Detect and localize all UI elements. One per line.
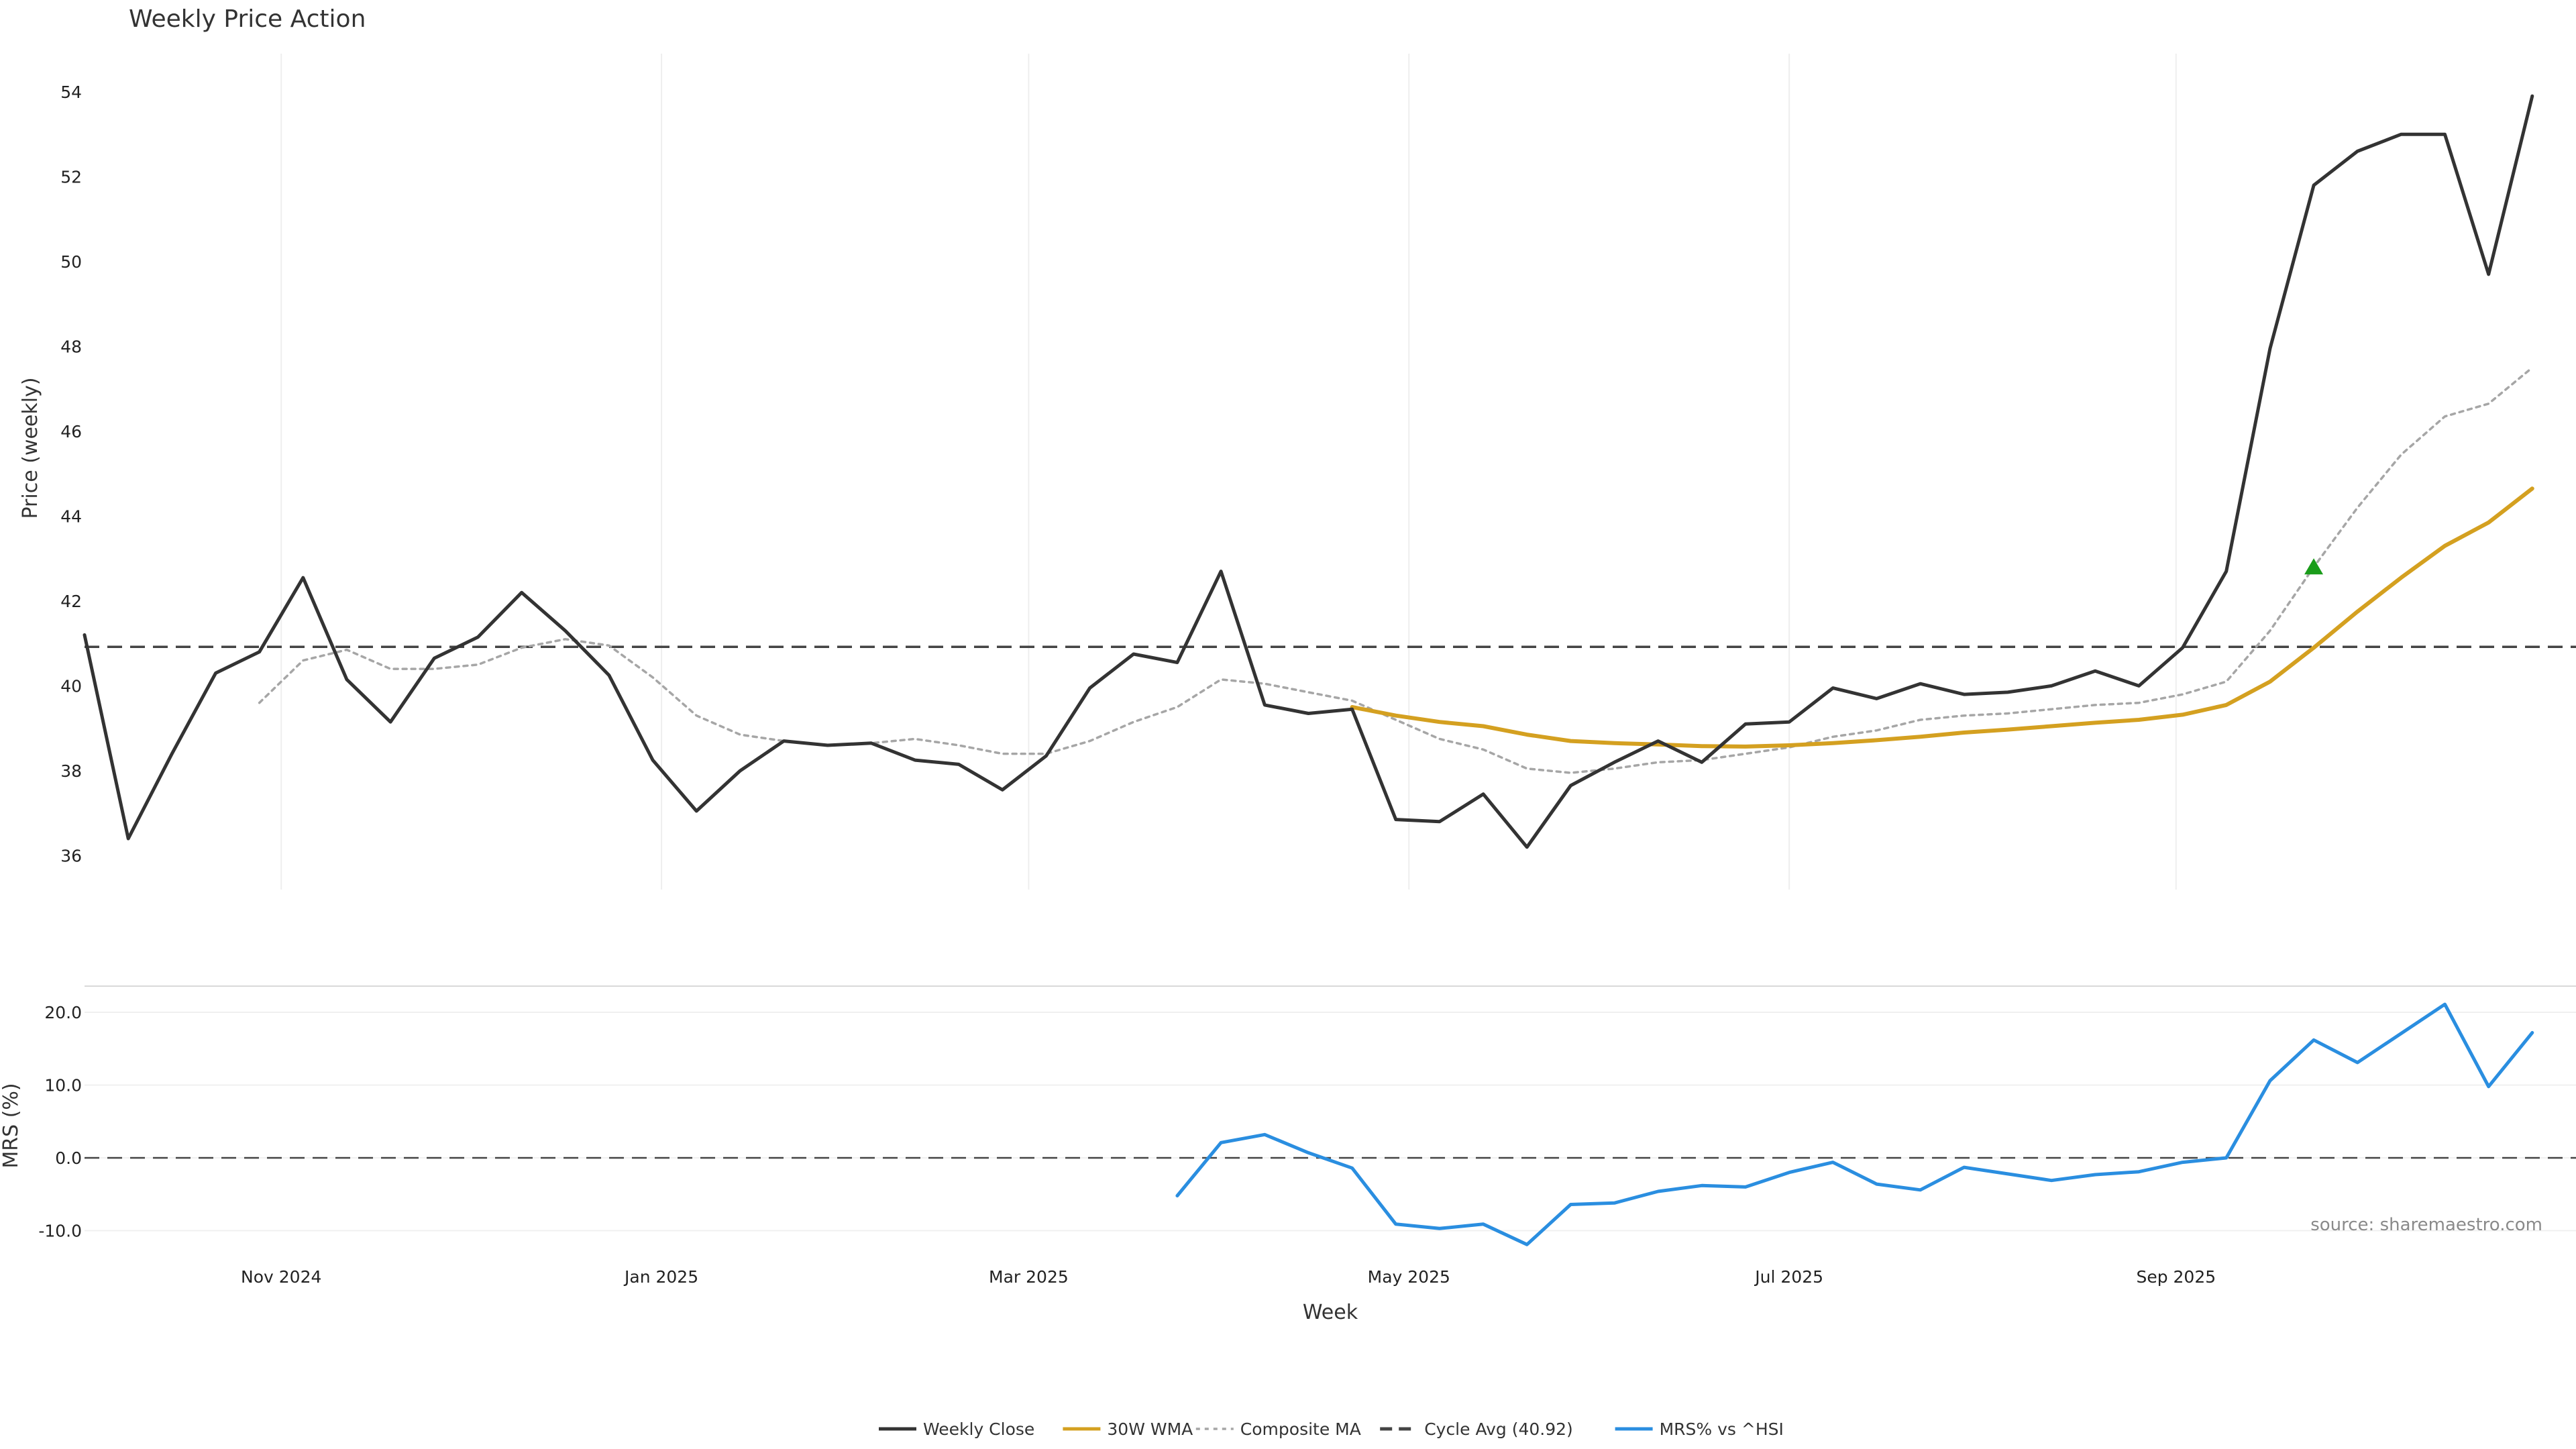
price-y-axis-label: Price (weekly) bbox=[19, 377, 42, 519]
legend-label: MRS% vs ^HSI bbox=[1660, 1419, 1784, 1439]
source-note: source: sharemaestro.com bbox=[2310, 1215, 2542, 1235]
price-y-tick-label: 42 bbox=[60, 592, 82, 611]
legend: Weekly Close 30W WMA Composite MA Cycle Avg… bbox=[879, 1419, 1784, 1439]
legend-label: 30W WMA bbox=[1107, 1419, 1193, 1439]
series-weekly-close-line bbox=[83, 94, 2534, 849]
x-tick-label: Nov 2024 bbox=[241, 1267, 321, 1287]
legend-entry-mrs-vs-hsi: MRS% vs ^HSI bbox=[1615, 1419, 1784, 1439]
chart-title: Weekly Price Action bbox=[129, 5, 366, 33]
series-30w-wma-line bbox=[1350, 486, 2534, 749]
mrs-y-ticks: -10.0 0.0 10.0 20.0 bbox=[38, 1003, 82, 1240]
price-series-group bbox=[83, 94, 2576, 849]
x-tick-label: Mar 2025 bbox=[989, 1267, 1069, 1287]
price-y-tick-label: 46 bbox=[60, 422, 82, 441]
x-tick-label: Jan 2025 bbox=[623, 1267, 698, 1287]
mrs-y-tick-label: 10.0 bbox=[44, 1076, 82, 1095]
mrs-y-axis-label: MRS (%) bbox=[0, 1083, 23, 1168]
price-y-tick-label: 52 bbox=[60, 167, 82, 186]
mrs-y-tick-label: -10.0 bbox=[38, 1222, 82, 1241]
x-axis-label: Week bbox=[1303, 1301, 1358, 1324]
price-y-tick-label: 48 bbox=[60, 337, 82, 356]
mrs-y-tick-label: 20.0 bbox=[44, 1003, 82, 1022]
price-y-tick-label: 40 bbox=[60, 676, 82, 696]
series-mrs-vs-hsi-line bbox=[1175, 1002, 2534, 1246]
x-tick-label: May 2025 bbox=[1368, 1267, 1450, 1287]
x-tick-label: Sep 2025 bbox=[2136, 1267, 2216, 1287]
price-y-tick-label: 44 bbox=[60, 506, 82, 526]
price-y-tick-label: 38 bbox=[60, 761, 82, 781]
price-y-tick-label: 54 bbox=[60, 83, 82, 102]
price-y-tick-label: 36 bbox=[60, 846, 82, 865]
series-composite-ma-line bbox=[258, 366, 2534, 774]
legend-label: Weekly Close bbox=[923, 1419, 1034, 1439]
mrs-y-tick-label: 0.0 bbox=[55, 1148, 82, 1168]
price-y-tick-label: 50 bbox=[60, 252, 82, 272]
legend-entry-cycle-avg-40-92: Cycle Avg (40.92) bbox=[1380, 1419, 1573, 1439]
price-gridlines bbox=[280, 54, 2177, 890]
price-y-ticks: 36 38 40 42 44 46 48 50 52 54 bbox=[60, 83, 82, 865]
legend-entry-30w-wma: 30W WMA bbox=[1063, 1419, 1193, 1439]
legend-entry-composite-ma: Composite MA bbox=[1195, 1419, 1361, 1439]
x-tick-label: Jul 2025 bbox=[1754, 1267, 1823, 1287]
legend-entry-weekly-close: Weekly Close bbox=[879, 1419, 1034, 1439]
signal-marker bbox=[2304, 558, 2324, 575]
x-ticks: Nov 2024 Jan 2025 Mar 2025 May 2025 Jul 2025… bbox=[241, 1267, 2216, 1287]
legend-label: Cycle Avg (40.92) bbox=[1424, 1419, 1573, 1439]
mrs-series-group bbox=[85, 1002, 2576, 1246]
legend-label: Composite MA bbox=[1240, 1419, 1361, 1439]
